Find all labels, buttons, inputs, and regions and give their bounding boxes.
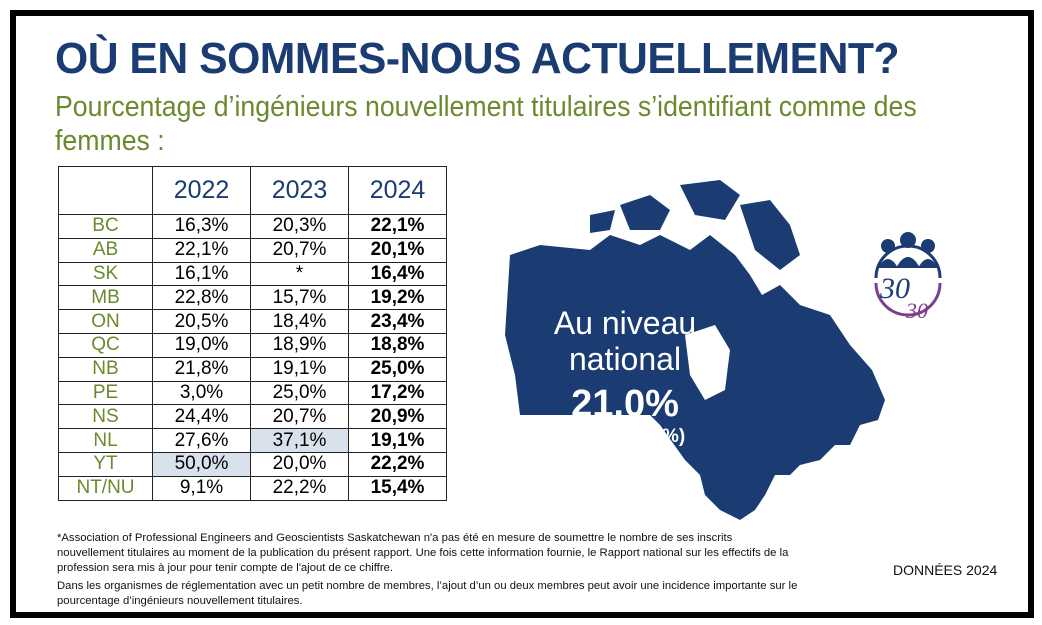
value-cell-2023: 20,0% xyxy=(250,451,349,477)
table-row: AB 22,1% 20,7% 20,1% xyxy=(58,237,447,263)
value-cell-2023: 18,9% xyxy=(250,332,349,358)
province-cell: NL xyxy=(58,428,153,453)
value-cell-2024: 19,2% xyxy=(348,285,447,311)
table-row: YT 50,0% 20,0% 22,2% xyxy=(58,451,447,477)
table-header: 2022 2023 2024 xyxy=(58,166,447,215)
value-cell-2023: * xyxy=(250,261,349,287)
province-cell: SK xyxy=(58,261,153,287)
value-cell-2024: 23,4% xyxy=(348,309,447,334)
value-cell-2023: 20,3% xyxy=(250,214,349,239)
province-cell: BC xyxy=(58,214,153,239)
value-cell-2024: 19,1% xyxy=(348,428,447,453)
table-row: NT/NU 9,1% 22,2% 15,4% xyxy=(58,475,447,501)
value-cell-2024: 20,9% xyxy=(348,404,447,430)
value-cell-2023: 20,7% xyxy=(250,237,349,263)
canada-map xyxy=(505,180,885,520)
value-cell-2023: 25,0% xyxy=(250,380,349,406)
value-cell-2024: 25,0% xyxy=(348,356,447,382)
value-cell-2022: 22,1% xyxy=(152,237,251,263)
national-summary: Au niveau national 21,0% (2023: 18,7%) xyxy=(520,305,730,448)
national-label-1: Au niveau xyxy=(553,305,697,341)
header-corner xyxy=(58,166,153,215)
value-cell-2024: 20,1% xyxy=(348,237,447,263)
value-cell-2022: 20,5% xyxy=(152,309,251,334)
svg-text:30: 30 xyxy=(905,298,928,323)
value-cell-2022: 9,1% xyxy=(152,475,251,501)
province-cell: NT/NU xyxy=(58,475,153,501)
table-row: PE 3,0% 25,0% 17,2% xyxy=(58,380,447,406)
header-2024: 2024 xyxy=(348,166,447,215)
data-table: 2022 2023 2024 BC 16,3% 20,3% 22,1% AB 22,1% 2… xyxy=(58,166,447,501)
national-value: 21,0% xyxy=(571,383,679,425)
value-cell-2024: 18,8% xyxy=(348,332,447,358)
value-cell-2023: 18,4% xyxy=(250,309,349,334)
table-row: ON 20,5% 18,4% 23,4% xyxy=(58,309,447,334)
table-row: NB 21,8% 19,1% 25,0% xyxy=(58,356,447,382)
value-cell-2022: 50,0% xyxy=(152,451,251,477)
table-row: SK 16,1% * 16,4% xyxy=(58,261,447,287)
subtitle: Pourcentage d’ingénieurs nouvellement ti… xyxy=(55,91,917,157)
province-cell: NS xyxy=(58,404,153,430)
header-2022: 2022 xyxy=(152,166,251,215)
national-previous: (2023: 18,7%) xyxy=(564,426,686,447)
value-cell-2023: 22,2% xyxy=(250,475,349,501)
table-row: QC 19,0% 18,9% 18,8% xyxy=(58,332,447,358)
value-cell-2022: 24,4% xyxy=(152,404,251,430)
table-row: NS 24,4% 20,7% 20,9% xyxy=(58,404,447,430)
table-row: MB 22,8% 15,7% 19,2% xyxy=(58,285,447,311)
province-cell: QC xyxy=(58,332,153,358)
value-cell-2022: 27,6% xyxy=(152,428,251,453)
page-title: OÙ EN SOMMES-NOUS ACTUELLEMENT? xyxy=(55,34,900,83)
value-cell-2022: 16,3% xyxy=(152,214,251,239)
table-row: BC 16,3% 20,3% 22,1% xyxy=(58,214,447,239)
value-cell-2022: 3,0% xyxy=(152,380,251,406)
header-2023: 2023 xyxy=(250,166,349,215)
asterisk-note: *Association of Professional Engineers a… xyxy=(57,532,789,574)
30by30-logo: 30 30 xyxy=(874,232,942,323)
province-cell: NB xyxy=(58,356,153,382)
province-cell: MB xyxy=(58,285,153,311)
value-cell-2024: 22,2% xyxy=(348,451,447,477)
national-label-2: national xyxy=(568,341,682,377)
value-cell-2024: 16,4% xyxy=(348,261,447,287)
value-cell-2022: 16,1% xyxy=(152,261,251,287)
value-cell-2022: 21,8% xyxy=(152,356,251,382)
value-cell-2023: 37,1% xyxy=(250,428,349,453)
province-cell: YT xyxy=(58,451,153,477)
province-cell: AB xyxy=(58,237,153,263)
data-year-label: DONNÉES 2024 xyxy=(893,562,998,578)
small-orgs-note: Dans les organismes de réglementation av… xyxy=(57,580,798,607)
value-cell-2022: 19,0% xyxy=(152,332,251,358)
value-cell-2023: 20,7% xyxy=(250,404,349,430)
value-cell-2023: 15,7% xyxy=(250,285,349,311)
value-cell-2024: 22,1% xyxy=(348,214,447,239)
value-cell-2024: 15,4% xyxy=(348,475,447,501)
province-cell: PE xyxy=(58,380,153,406)
svg-text:30: 30 xyxy=(879,272,910,305)
border-frame xyxy=(10,10,1034,618)
value-cell-2022: 22,8% xyxy=(152,285,251,311)
table-row: NL 27,6% 37,1% 19,1% xyxy=(58,428,447,453)
value-cell-2023: 19,1% xyxy=(250,356,349,382)
province-cell: ON xyxy=(58,309,153,334)
value-cell-2024: 17,2% xyxy=(348,380,447,406)
